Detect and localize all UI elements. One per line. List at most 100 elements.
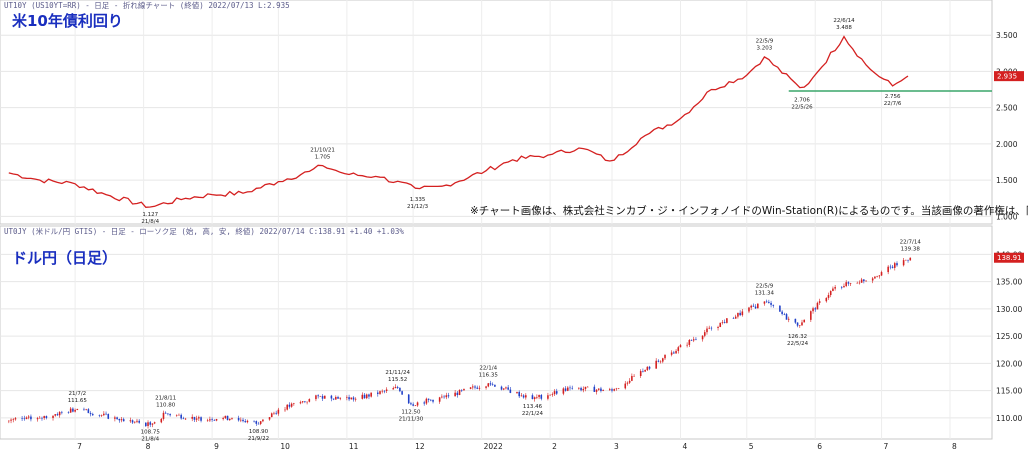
candle-body <box>319 396 322 397</box>
yield-y-tick-label: 2.000 <box>996 140 1018 149</box>
candle-body <box>118 419 121 421</box>
candle-body <box>485 386 487 388</box>
candle-body <box>628 380 631 383</box>
candle-body <box>376 392 379 394</box>
candle-body <box>354 398 357 400</box>
candle-body <box>441 396 443 398</box>
candle-body <box>814 308 817 310</box>
usdjpy-annotation-label: 22/5/24 <box>787 341 809 347</box>
candle-body <box>423 402 425 404</box>
candle-body <box>407 394 410 404</box>
candle-body <box>719 322 722 328</box>
candle-body <box>427 398 430 400</box>
candle-body <box>642 371 644 372</box>
candle-body <box>304 401 306 402</box>
candle-body <box>586 386 589 388</box>
yield-plot-frame <box>0 0 993 225</box>
candle-body <box>816 302 819 310</box>
candle-body <box>145 422 147 426</box>
candle-body <box>785 314 788 320</box>
candle-body <box>120 419 123 421</box>
yield-annotation-label: 3.488 <box>836 25 852 31</box>
candle-body <box>45 416 48 418</box>
candle-body <box>396 386 399 388</box>
yield-grid <box>0 0 992 224</box>
usdjpy-annotation-label: 22/1/4 <box>479 365 497 371</box>
candle-body <box>383 390 386 392</box>
candle-body <box>505 387 507 389</box>
candle-body <box>706 328 708 333</box>
usdjpy-chart-panel: 110.00115.00120.00125.00130.00135.00140.… <box>0 225 1024 443</box>
candle-body <box>584 386 587 389</box>
candle-body <box>818 301 821 303</box>
usdjpy-last-value-label: 138.91 <box>997 254 1022 262</box>
candle-body <box>257 423 260 425</box>
candle-body <box>107 414 110 419</box>
candle-body <box>509 389 512 393</box>
candle-body <box>273 412 275 414</box>
candle-body <box>847 282 850 284</box>
candle-body <box>268 417 271 420</box>
candle-body <box>723 322 726 323</box>
candle-body <box>580 387 582 391</box>
yield-annotation-label: 21/8/4 <box>141 219 159 225</box>
yield-annotation-label: 22/7/6 <box>884 101 902 107</box>
yield-annotation-label: 2.706 <box>794 98 810 104</box>
candle-body <box>270 413 273 418</box>
usdjpy-annotation-label: 21/8/4 <box>141 437 159 443</box>
candle-body <box>167 413 169 415</box>
candle-body <box>688 340 691 345</box>
candle-body <box>89 413 92 415</box>
x-tick-label: 4 <box>682 442 687 451</box>
candle-body <box>863 279 865 282</box>
yield-annotation-label: 21/10/21 <box>310 147 335 153</box>
candle-body <box>259 421 262 424</box>
x-tick-label: 3 <box>614 442 619 451</box>
x-tick-label: 7 <box>884 442 889 451</box>
candle-body <box>164 412 167 414</box>
usdjpy-y-tick-label: 135.00 <box>996 278 1022 287</box>
candle-body <box>491 384 494 386</box>
candle-body <box>255 421 258 424</box>
yield-annotation-label: 2.756 <box>885 94 901 100</box>
usdjpy-annotation-label: 110.80 <box>156 403 176 409</box>
candle-body <box>754 306 757 309</box>
usdjpy-candles <box>8 257 912 429</box>
candle-body <box>858 282 861 284</box>
candle-body <box>414 405 417 407</box>
candle-body <box>856 282 859 284</box>
candle-body <box>679 345 682 348</box>
candle-body <box>206 420 209 422</box>
candle-body <box>516 391 518 393</box>
candle-body <box>878 275 881 277</box>
candle-body <box>56 414 59 416</box>
candle-body <box>100 415 103 416</box>
candle-body <box>394 386 397 389</box>
usdjpy-annotation-label: 139.38 <box>901 247 921 253</box>
candle-body <box>553 391 556 395</box>
candle-body <box>710 327 713 329</box>
candle-body <box>741 311 744 316</box>
candle-body <box>85 409 87 410</box>
candle-body <box>536 397 538 398</box>
candle-body <box>153 422 156 424</box>
candle-body <box>169 414 171 416</box>
candle-body <box>874 276 876 279</box>
x-tick-label: 5 <box>749 442 754 451</box>
candle-body <box>454 392 456 397</box>
usdjpy-annotation-label: 111.65 <box>68 398 88 404</box>
candle-body <box>803 319 806 323</box>
candle-body <box>67 412 70 413</box>
candle-body <box>352 397 355 400</box>
candle-body <box>768 301 770 303</box>
candle-body <box>783 314 786 315</box>
x-tick-label: 6 <box>817 442 822 451</box>
candle-body <box>138 420 140 423</box>
candle-body <box>695 339 697 340</box>
candle-body <box>564 388 567 391</box>
candle-body <box>893 263 896 268</box>
candle-body <box>242 419 244 422</box>
